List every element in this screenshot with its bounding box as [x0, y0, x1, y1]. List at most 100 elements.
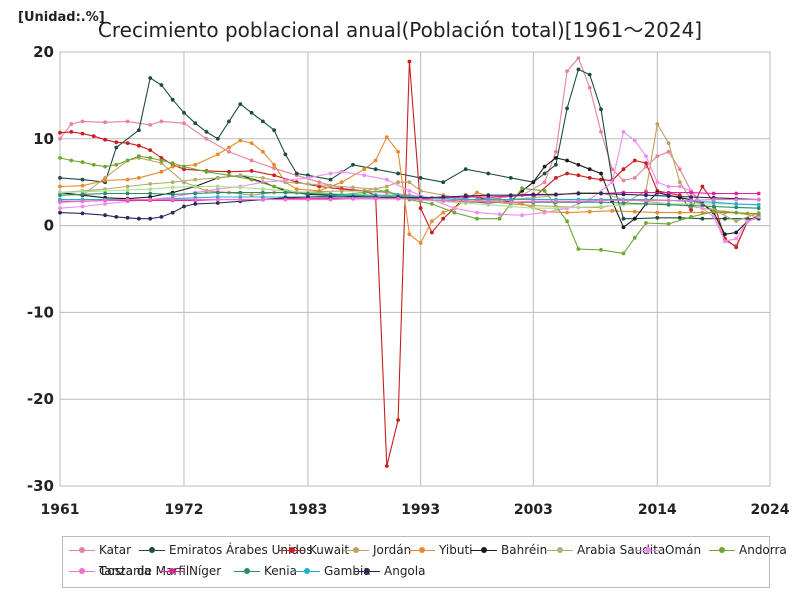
legend-marker — [719, 547, 725, 553]
legend-item: Níger — [159, 564, 221, 578]
data-point — [621, 225, 626, 230]
legend-marker — [353, 547, 359, 553]
data-point — [193, 177, 198, 182]
data-point — [554, 162, 558, 167]
data-point — [632, 158, 637, 163]
data-point — [261, 187, 265, 192]
series-line — [60, 194, 759, 206]
x-tick-label: 2024 — [751, 502, 790, 518]
data-point — [193, 202, 198, 206]
data-point — [565, 171, 569, 176]
series-tanzania — [58, 196, 761, 205]
data-point — [238, 102, 243, 106]
data-point — [69, 122, 74, 126]
data-point — [215, 201, 220, 205]
data-point — [576, 162, 581, 167]
data-point — [407, 189, 412, 193]
data-point — [497, 212, 502, 217]
data-point — [565, 69, 569, 73]
y-tick-label: -10 — [27, 303, 54, 321]
data-point — [272, 128, 276, 133]
data-point — [396, 196, 400, 201]
y-tick-label: 20 — [33, 43, 54, 61]
data-point — [339, 180, 344, 185]
data-point — [283, 190, 288, 195]
data-point — [430, 230, 434, 235]
data-point — [486, 200, 491, 205]
data-point — [91, 134, 96, 139]
data-point — [576, 199, 581, 204]
data-point — [373, 167, 378, 172]
data-point — [587, 209, 592, 214]
legend-item: Arabia Saudita — [547, 543, 665, 557]
data-point — [148, 191, 153, 196]
legend-label: Bahréin — [501, 543, 548, 557]
data-point — [80, 189, 85, 194]
data-point — [441, 180, 446, 185]
data-point — [508, 197, 513, 202]
data-point — [58, 193, 62, 198]
data-point — [621, 216, 626, 221]
data-point — [249, 110, 254, 115]
data-point — [215, 176, 220, 180]
y-tick-label: 0 — [44, 217, 54, 235]
data-point — [621, 167, 626, 172]
data-point — [508, 176, 513, 180]
data-point — [148, 197, 153, 202]
data-point — [723, 239, 727, 244]
legend-label: Tanzania — [99, 564, 152, 578]
data-point — [125, 191, 130, 196]
data-point — [655, 180, 660, 185]
data-point — [486, 171, 491, 176]
data-point — [700, 184, 705, 189]
data-point — [677, 180, 682, 185]
data-point — [632, 138, 637, 143]
data-point — [182, 164, 186, 169]
data-point — [182, 167, 186, 172]
data-point — [711, 204, 716, 209]
data-point — [486, 197, 491, 202]
data-point — [148, 216, 153, 221]
data-point — [508, 204, 513, 209]
chart-title: Crecimiento poblacional anual(Población … — [97, 18, 703, 42]
data-point — [384, 135, 389, 140]
data-point — [148, 195, 153, 199]
data-point — [723, 232, 727, 237]
data-point — [159, 119, 164, 124]
data-point — [58, 136, 62, 141]
data-point — [103, 120, 107, 125]
legend-marker — [557, 547, 563, 553]
y-tick-label: -20 — [27, 390, 54, 408]
data-point — [306, 195, 310, 199]
data-point — [328, 195, 333, 199]
data-point — [407, 59, 412, 64]
data-point — [542, 171, 547, 176]
data-point — [249, 193, 254, 198]
data-point — [441, 195, 446, 199]
data-point — [644, 193, 648, 198]
legend-marker — [364, 568, 370, 574]
legend-label: Kenia — [264, 564, 297, 578]
data-point — [193, 191, 198, 196]
data-point — [58, 200, 62, 205]
data-point — [475, 190, 479, 195]
data-point — [261, 195, 265, 199]
data-point — [554, 206, 558, 211]
data-point — [576, 191, 581, 196]
legend-label: Costa de Marfil — [99, 564, 190, 578]
data-point — [689, 215, 693, 219]
data-point — [272, 162, 276, 167]
data-point — [497, 216, 502, 221]
legend-label: Jordán — [373, 543, 412, 557]
data-point — [215, 195, 220, 199]
data-point — [756, 191, 761, 196]
data-point — [227, 145, 231, 150]
data-point — [227, 119, 231, 124]
data-point — [362, 190, 367, 195]
data-point — [272, 166, 276, 171]
legend-marker — [645, 547, 651, 553]
legend-item: Andorra — [709, 543, 787, 557]
data-point — [396, 149, 400, 154]
data-point — [249, 169, 254, 173]
